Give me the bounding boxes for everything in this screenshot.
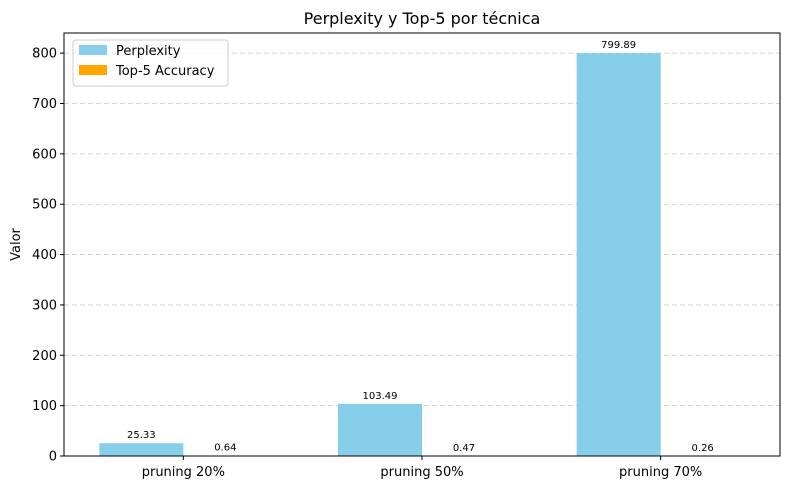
legend-swatch [79, 45, 107, 55]
data-label: 0.47 [453, 443, 475, 454]
legend-entry: Perplexity [116, 44, 181, 59]
legend-entry: Top-5 Accuracy [115, 64, 215, 79]
data-label: 25.33 [127, 430, 156, 441]
data-labels: 25.33 0.64 103.49 0.47 799.89 0.26 [127, 40, 714, 454]
y-tick-label: 400 [32, 248, 57, 263]
bar-perplexity [338, 403, 422, 456]
axis-ticks: 0 100 200 300 400 500 600 700 800 pruning 20% prun… [32, 47, 702, 480]
y-tick-label: 100 [32, 399, 57, 414]
chart-title: Perplexity y Top-5 por técnica [304, 9, 541, 28]
bar-perplexity [576, 53, 661, 457]
y-tick-label: 700 [32, 97, 57, 112]
y-tick-label: 0 [49, 450, 57, 465]
legend-box [72, 39, 229, 87]
y-tick-label: 600 [32, 147, 57, 162]
plot-frame [63, 32, 781, 457]
legend: Perplexity Top-5 Accuracy [72, 39, 229, 87]
data-label: 0.26 [692, 443, 714, 454]
y-tick-label: 500 [32, 198, 57, 213]
x-tick-label: pruning 50% [380, 465, 463, 480]
x-tick-label: pruning 20% [142, 465, 225, 480]
data-label: 103.49 [363, 391, 398, 402]
x-tick-label: pruning 70% [619, 465, 702, 480]
data-label: 799.89 [601, 40, 636, 51]
y-tick-label: 300 [32, 298, 57, 313]
y-axis-label: Valor [9, 227, 24, 260]
bars [99, 53, 745, 457]
legend-swatch [79, 65, 107, 75]
grid-lines [64, 52, 780, 457]
bar-perplexity [99, 443, 184, 456]
y-tick-label: 200 [32, 349, 57, 364]
data-label: 0.64 [214, 443, 236, 454]
y-tick-label: 800 [32, 47, 57, 62]
